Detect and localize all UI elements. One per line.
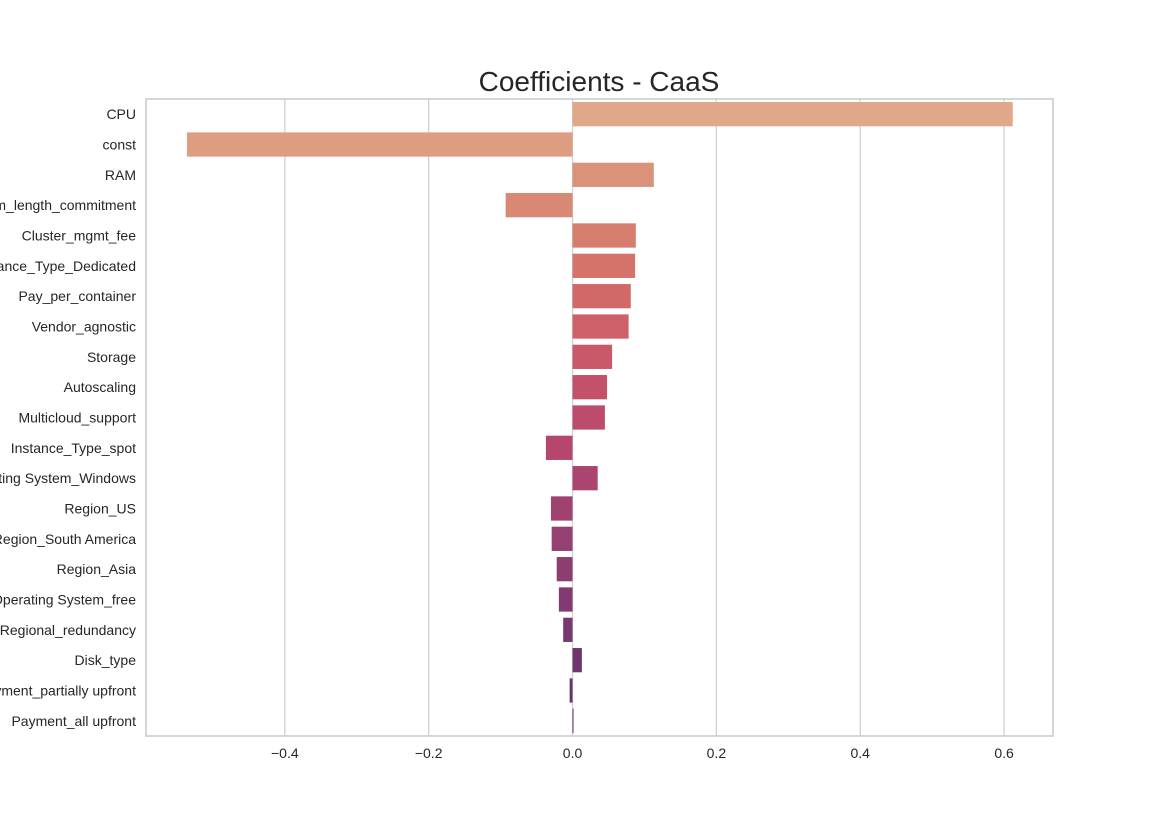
category-label-19: Payment_partially upfront [0,683,136,699]
y-tick-labels: CPU const RAM Term_length_commitment Cluster… [0,106,136,729]
bar-4 [572,223,636,248]
category-label-8: Storage [87,349,136,365]
category-label-15: Region_Asia [57,561,137,577]
category-label-16: Operating System_free [0,592,136,608]
bar-15 [556,557,573,582]
x-tick-labels: −0.4 −0.2 0.0 0.2 0.4 0.6 [271,745,1014,761]
bar-17 [563,617,573,642]
bar-13 [550,496,573,521]
category-label-17: Regional_redundancy [0,622,136,638]
bar-8 [572,344,613,369]
bar-14 [551,526,573,551]
category-label-1: const [103,137,137,153]
bar-1 [186,132,573,157]
category-label-6: Pay_per_container [18,288,136,304]
bar-20 [572,708,574,733]
category-label-10: Multicloud_support [18,410,136,426]
x-tick-label-2: 0.0 [563,745,583,761]
category-label-5: Instance_Type_Dedicated [0,258,136,274]
bar-0 [572,102,1013,127]
category-label-7: Vendor_agnostic [32,319,136,335]
x-tick-label-1: −0.2 [415,745,443,761]
x-tick-label-4: 0.4 [851,745,871,761]
chart-title: Coefficients - CaaS [479,66,720,97]
bar-2 [572,162,654,187]
bar-18 [572,648,582,673]
category-label-18: Disk_type [75,652,137,668]
category-label-2: RAM [105,167,136,183]
bar-5 [572,253,636,278]
bar-19 [569,678,573,703]
x-tick-label-5: 0.6 [994,745,1014,761]
plot-frame [145,98,1054,737]
x-tick-label-3: 0.2 [707,745,727,761]
category-label-12: Operating System_Windows [0,470,136,486]
bar-12 [572,466,598,491]
bar-7 [572,314,629,339]
bar-3 [505,193,573,218]
bar-11 [545,435,573,460]
bar-9 [572,375,608,400]
category-label-20: Payment_all upfront [11,713,136,729]
category-label-9: Autoscaling [64,379,136,395]
bar-6 [572,284,631,309]
category-label-3: Term_length_commitment [0,197,136,213]
gridlines [284,99,1005,736]
category-label-13: Region_US [64,501,136,517]
category-label-14: Region_South America [0,531,136,547]
bar-16 [558,587,573,612]
bar-10 [572,405,605,430]
category-label-11: Instance_Type_spot [11,440,136,456]
category-label-4: Cluster_mgmt_fee [22,228,137,244]
x-tick-label-0: −0.4 [271,745,299,761]
bars [186,102,1013,733]
category-label-0: CPU [106,106,136,122]
